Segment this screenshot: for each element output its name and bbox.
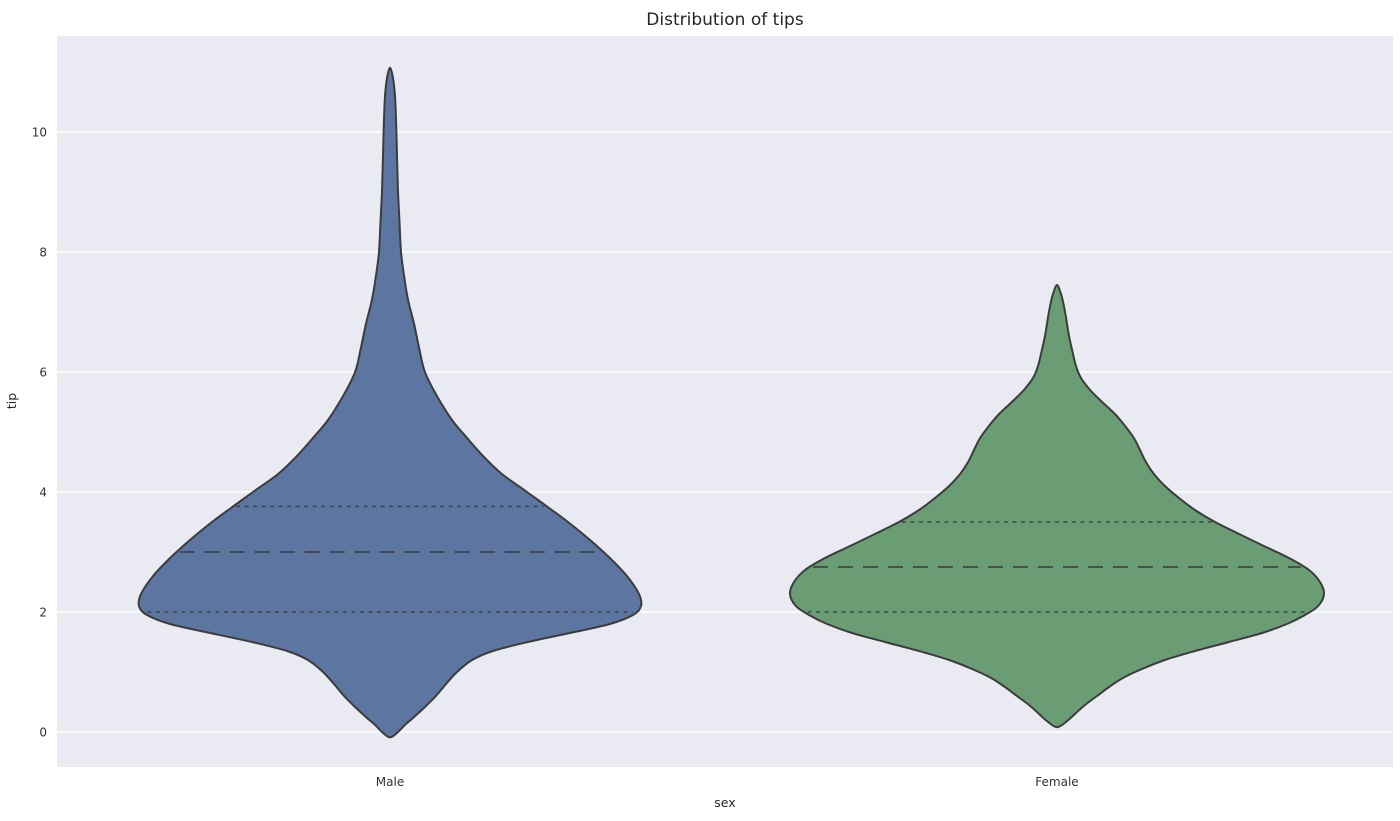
y-tick-label-0: 0: [39, 726, 47, 740]
y-tick-label-2: 2: [39, 606, 47, 620]
y-tick-label-6: 6: [39, 366, 47, 380]
x-axis-label: sex: [714, 795, 735, 810]
x-tick-label-female: Female: [1035, 775, 1078, 789]
violin-female: [788, 284, 1326, 729]
violin-male: [137, 66, 643, 739]
chart-title: Distribution of tips: [646, 10, 804, 30]
y-tick-label-8: 8: [39, 246, 47, 260]
violins: [137, 66, 1326, 739]
y-tick-label-10: 10: [32, 126, 47, 140]
x-axis-tick-labels: Male Female: [376, 775, 1079, 789]
y-axis-label: tip: [4, 393, 19, 409]
y-axis-tick-labels: 0 2 4 6 8 10: [32, 126, 47, 740]
plot-area: [57, 36, 1393, 767]
x-tick-label-male: Male: [376, 775, 404, 789]
y-tick-label-4: 4: [39, 486, 47, 500]
